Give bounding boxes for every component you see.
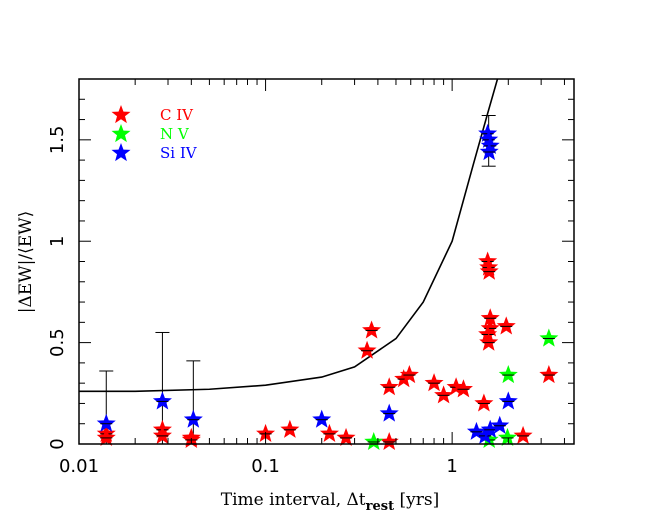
x-tick-label: 0.1 <box>251 456 280 477</box>
data-point-c-iv <box>479 332 499 351</box>
data-point-c-iv <box>336 427 356 447</box>
data-point-si-iv <box>498 391 518 410</box>
data-point-si-iv <box>475 425 495 444</box>
data-point-c-iv <box>379 377 399 396</box>
data-point-c-iv <box>152 425 172 444</box>
y-axis-label: |ΔEW|/⟨EW⟩ <box>16 211 36 314</box>
data-point-c-iv <box>539 365 559 384</box>
data-point-c-iv <box>479 261 499 280</box>
data-point-n-v <box>539 328 559 347</box>
data-point-n-v <box>497 427 517 447</box>
y-tick-label: 1.5 <box>47 126 68 155</box>
y-tick-label: 0.5 <box>47 328 68 357</box>
legend: C IVN VSi IV <box>111 105 198 162</box>
x-tick-label: 1 <box>446 456 457 477</box>
data-point-si-iv <box>183 409 203 428</box>
data-point-c-iv <box>394 369 414 388</box>
data-point-si-iv <box>479 142 499 161</box>
data-point-si-iv <box>479 129 499 148</box>
data-point-c-iv <box>362 320 382 339</box>
data-point-c-iv <box>424 373 444 392</box>
legend-label: N V <box>160 125 190 143</box>
x-tick-label: 0.01 <box>59 456 99 477</box>
y-tick-label: 1 <box>47 235 68 246</box>
data-point-c-iv <box>280 419 300 438</box>
x-axis-label: Time interval, Δtrest [yrs] <box>221 490 439 514</box>
data-point-c-iv <box>453 379 473 398</box>
data-point-si-iv <box>96 413 116 432</box>
model-curve <box>79 79 499 393</box>
x-axis-label-unit: [yrs] <box>394 490 439 510</box>
data-point-c-iv <box>496 316 516 335</box>
data-point-c-iv <box>357 340 377 359</box>
data-point-c-iv <box>474 393 494 412</box>
data-point-c-iv <box>399 365 419 384</box>
data-point-si-iv <box>379 403 399 422</box>
data-point-c-iv <box>478 324 498 343</box>
data-point-c-iv <box>319 423 339 442</box>
plot-area <box>79 79 559 451</box>
data-point-n-v <box>364 431 384 451</box>
data-point-c-iv <box>379 431 399 451</box>
data-point-si-iv <box>466 421 486 440</box>
data-point-c-iv <box>513 425 533 444</box>
data-point-si-iv <box>152 391 172 410</box>
data-point-c-iv <box>96 427 116 447</box>
data-point-si-iv <box>480 419 500 438</box>
data-point-c-iv <box>480 318 500 337</box>
y-tick-label: 0 <box>47 438 68 449</box>
legend-marker <box>111 105 131 124</box>
axes: 0.01 0.1 1 0 0.5 1 1.5 <box>47 78 574 477</box>
data-point-c-iv <box>480 308 500 327</box>
x-axis-label-main: Time interval, <box>221 490 347 510</box>
data-point-n-v <box>498 365 518 384</box>
legend-marker <box>111 124 131 143</box>
legend-marker <box>111 143 131 162</box>
legend-label: Si IV <box>160 144 198 162</box>
x-axis-label-sub: rest <box>366 499 394 514</box>
x-axis-label-delta: Δt <box>347 490 366 510</box>
data-point-si-iv <box>490 415 510 434</box>
data-point-si-iv <box>312 409 332 428</box>
data-point-c-iv <box>434 385 454 404</box>
plot-frame <box>78 78 575 445</box>
legend-label: C IV <box>160 106 194 124</box>
